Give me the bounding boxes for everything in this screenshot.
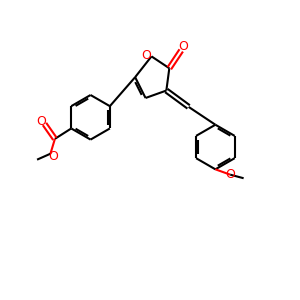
Text: O: O <box>37 115 46 128</box>
Text: O: O <box>49 150 58 163</box>
Text: O: O <box>141 49 151 62</box>
Text: O: O <box>225 168 235 181</box>
Text: O: O <box>178 40 188 53</box>
